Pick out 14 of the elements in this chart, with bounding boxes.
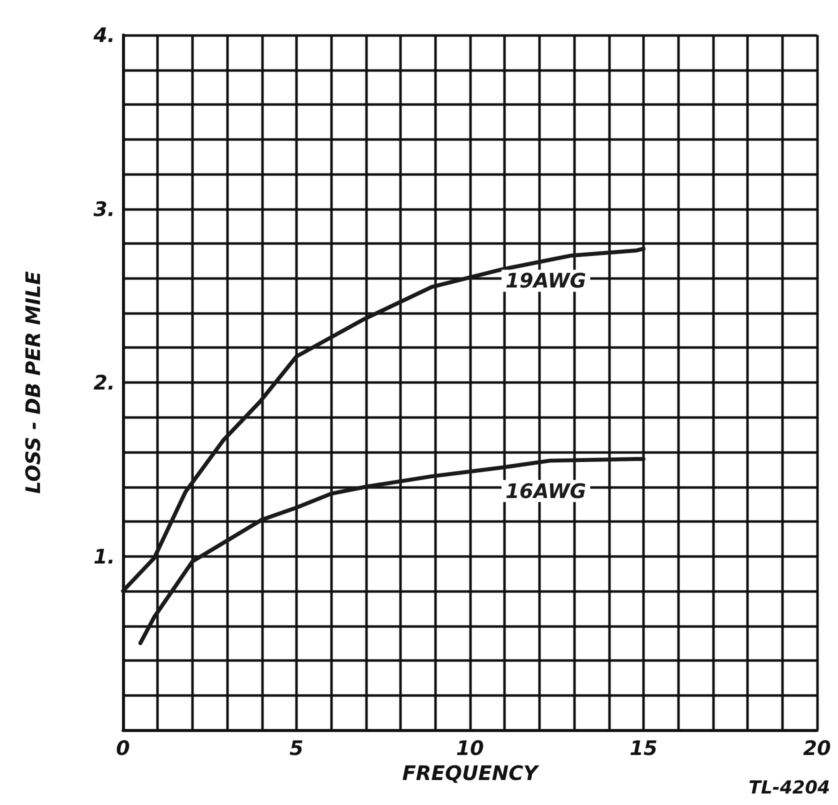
y-axis-title: LOSS - DB PER MILE — [21, 270, 45, 494]
x-axis-title: FREQUENCY — [402, 760, 540, 785]
y-tick-label: 1. — [93, 544, 115, 568]
y-tick-label: 2. — [93, 370, 115, 394]
y-tick-label: 4. — [92, 23, 115, 47]
x-tick-label: 10 — [456, 736, 484, 760]
y-tick-label: 3. — [93, 196, 115, 221]
text: TL-4204 — [748, 778, 830, 798]
x-tick-label: 0 — [116, 736, 130, 760]
series-label: 19AWG — [506, 268, 586, 293]
x-tick-label: 5 — [290, 736, 304, 760]
series-label: 16AWG — [506, 478, 586, 503]
x-tick-label: 20 — [803, 736, 831, 760]
x-tick-label: 15 — [630, 736, 658, 760]
